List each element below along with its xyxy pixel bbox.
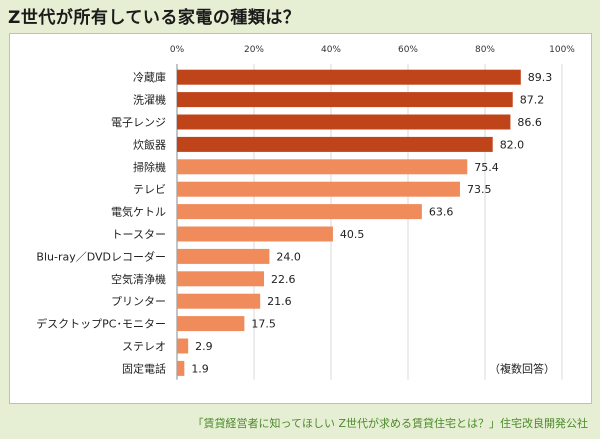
category-label: 炊飯器 xyxy=(133,137,166,151)
value-label: 89.3 xyxy=(528,71,553,84)
value-label: 21.6 xyxy=(267,295,292,308)
category-label: 固定電話 xyxy=(122,361,166,375)
value-label: 63.6 xyxy=(429,206,454,219)
category-label: 電気ケトル xyxy=(111,205,166,219)
value-label: 87.2 xyxy=(520,94,545,107)
bar xyxy=(177,204,422,220)
x-tick-label: 100% xyxy=(549,45,575,55)
bar xyxy=(177,69,521,85)
bar xyxy=(177,360,185,376)
bar xyxy=(177,226,333,242)
category-label: プリンター xyxy=(111,295,166,308)
bar xyxy=(177,114,511,130)
bar xyxy=(177,159,468,175)
category-label: 電子レンジ xyxy=(111,116,166,129)
x-tick-label: 40% xyxy=(321,45,341,55)
category-label: 空気清浄機 xyxy=(111,272,166,286)
bar xyxy=(177,316,245,332)
category-label: Blu-ray／DVDレコーダー xyxy=(36,249,166,263)
category-label: テレビ xyxy=(133,183,166,196)
value-label: 22.6 xyxy=(271,273,296,286)
note-label: （複数回答） xyxy=(489,362,555,376)
bar xyxy=(177,271,265,287)
bar xyxy=(177,136,493,152)
value-label: 2.9 xyxy=(195,340,213,353)
bar xyxy=(177,181,460,197)
x-tick-label: 20% xyxy=(244,45,264,55)
x-tick-label: 0% xyxy=(170,45,185,55)
value-label: 24.0 xyxy=(276,250,301,263)
category-label: デスクトップPC･モニター xyxy=(36,317,166,331)
category-label: ステレオ xyxy=(122,340,166,353)
value-label: 75.4 xyxy=(474,161,499,174)
bar xyxy=(177,338,189,354)
source-footer: 「賃貸経営者に知ってほしい Z世代が求める賃貸住宅とは？」住宅改良開発公社 xyxy=(192,417,588,430)
page-title: Z世代が所有している家電の種類は？ xyxy=(8,8,301,28)
value-label: 82.0 xyxy=(500,138,525,151)
category-label: トースター xyxy=(112,228,166,241)
value-label: 73.5 xyxy=(467,183,492,196)
bar xyxy=(177,92,513,108)
bar xyxy=(177,248,270,264)
x-tick-label: 60% xyxy=(398,45,418,55)
value-label: 86.6 xyxy=(517,116,542,129)
x-tick-label: 80% xyxy=(475,45,495,55)
value-label: 40.5 xyxy=(340,228,365,241)
value-label: 17.5 xyxy=(251,318,276,331)
value-label: 1.9 xyxy=(191,362,209,375)
category-label: 掃除機 xyxy=(133,160,166,174)
bar xyxy=(177,293,261,309)
category-label: 冷蔵庫 xyxy=(133,70,166,84)
category-label: 洗濯機 xyxy=(133,93,166,107)
